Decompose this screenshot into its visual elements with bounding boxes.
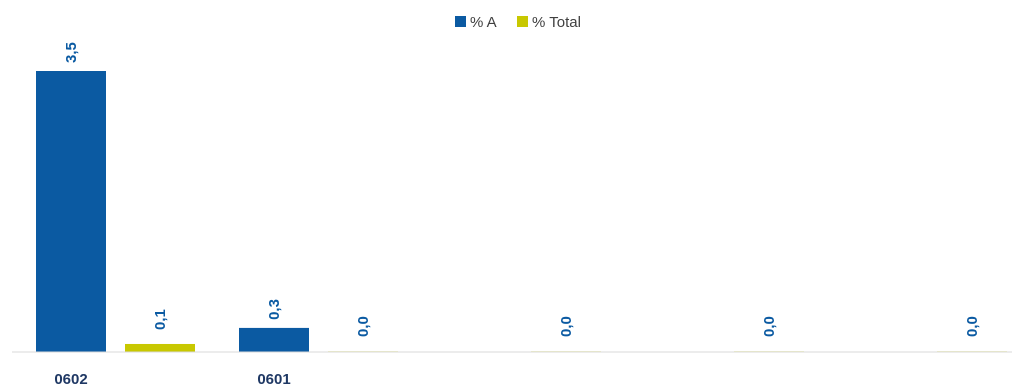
legend-label-series-1: % A bbox=[470, 14, 497, 31]
bar-series-2 bbox=[125, 343, 195, 352]
data-label: 0,0 bbox=[355, 316, 372, 337]
category-label: 0601 bbox=[257, 371, 290, 388]
data-label: 0,3 bbox=[266, 299, 283, 320]
data-label: 0,0 bbox=[558, 316, 575, 337]
data-label: 0,0 bbox=[964, 316, 981, 337]
legend-label-series-2: % Total bbox=[532, 14, 581, 31]
bar-series-1 bbox=[36, 71, 106, 352]
legend-swatch-series-1 bbox=[455, 16, 466, 27]
category-labels-layer: 0602 0601 bbox=[54, 371, 290, 388]
data-label: 0,1 bbox=[152, 309, 169, 330]
data-label: 3,5 bbox=[63, 42, 80, 63]
category-label: 0602 bbox=[54, 371, 87, 388]
legend-swatch-series-2 bbox=[517, 16, 528, 27]
bars-layer bbox=[36, 71, 1007, 352]
chart-legend: % A % Total bbox=[455, 14, 581, 31]
bar-series-1 bbox=[239, 327, 309, 352]
data-labels-layer: 3,5 0,1 0,3 0,0 0,0 0,0 0,0 bbox=[63, 42, 981, 337]
data-label: 0,0 bbox=[761, 316, 778, 337]
